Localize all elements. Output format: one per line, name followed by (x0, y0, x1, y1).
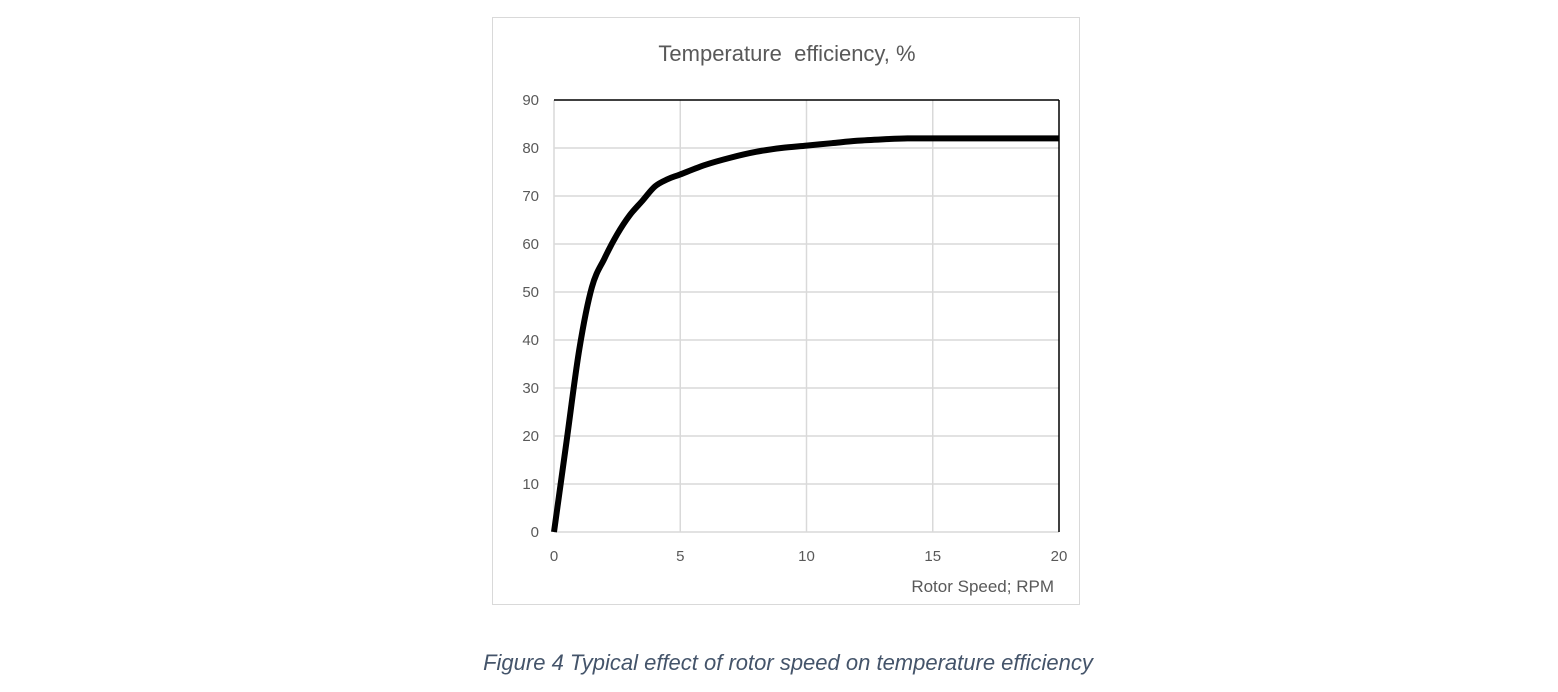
y-tick-label: 40 (522, 332, 539, 349)
y-tick-label: 0 (531, 524, 539, 541)
x-tick-label: 20 (1051, 548, 1068, 565)
x-axis-label: Rotor Speed; RPM (911, 577, 1054, 596)
y-tick-label: 30 (522, 380, 539, 397)
chart-title: Temperature efficiency, % (658, 41, 915, 66)
y-tick-label: 10 (522, 476, 539, 493)
grid-lines (554, 100, 1059, 532)
y-tick-label: 50 (522, 284, 539, 301)
x-tick-label: 5 (676, 548, 684, 565)
y-tick-label: 90 (522, 92, 539, 109)
line-chart: Temperature efficiency, % 01020304050607… (522, 41, 1067, 596)
chart-frame: Temperature efficiency, % 0 10 20 30 40 50 60 7… (492, 17, 1080, 605)
tick-labels: 0 10 20 30 40 50 60 70 80 90 0 5 10 15 20 (522, 92, 1067, 565)
series-layer (551, 135, 1059, 533)
x-tick-label: 0 (550, 548, 558, 565)
x-tick-label: 15 (924, 548, 941, 565)
figure-caption: Figure 4 Typical effect of rotor speed o… (483, 650, 1093, 675)
axes (553, 99, 1060, 533)
y-tick-label: 80 (522, 140, 539, 157)
x-tick-label: 10 (798, 548, 815, 565)
series-line-0 (551, 135, 1059, 533)
y-tick-label: 70 (522, 188, 539, 205)
y-tick-label: 60 (522, 236, 539, 253)
y-tick-label: 20 (522, 428, 539, 445)
